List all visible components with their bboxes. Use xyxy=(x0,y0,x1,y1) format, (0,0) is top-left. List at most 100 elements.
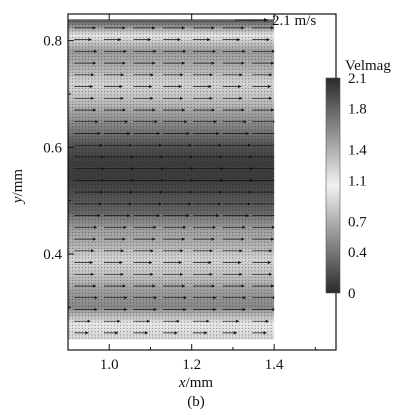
grid-dot xyxy=(161,100,163,102)
grid-dot xyxy=(75,254,77,256)
grid-dot xyxy=(126,251,128,253)
grid-dot xyxy=(248,222,250,224)
grid-dot xyxy=(120,23,122,26)
grid-dot xyxy=(206,30,208,32)
grid-dot xyxy=(244,222,247,224)
grid-dot xyxy=(180,91,183,93)
grid-dot xyxy=(68,187,71,189)
grid-dot xyxy=(248,228,250,230)
grid-dot xyxy=(270,33,272,35)
grid-dot xyxy=(228,161,231,163)
grid-dot xyxy=(94,132,96,134)
grid-dot xyxy=(180,23,183,26)
grid-dot xyxy=(110,161,112,163)
grid-dot xyxy=(78,180,80,182)
grid-dot xyxy=(91,238,93,240)
grid-dot xyxy=(72,30,74,32)
grid-dot xyxy=(193,135,195,138)
grid-dot xyxy=(209,244,211,246)
grid-dot xyxy=(148,203,151,205)
grid-dot xyxy=(136,65,138,67)
grid-dot xyxy=(142,116,144,118)
grid-dot xyxy=(152,119,154,122)
grid-dot xyxy=(164,94,167,96)
velocity-vector xyxy=(222,49,246,53)
grid-dot xyxy=(177,171,179,173)
grid-dot xyxy=(100,148,103,150)
grid-dot xyxy=(107,225,109,227)
grid-dot xyxy=(193,171,195,173)
grid-dot xyxy=(129,171,131,173)
grid-dot xyxy=(94,30,96,32)
grid-dot xyxy=(196,148,199,150)
grid-dot xyxy=(171,55,173,58)
grid-dot xyxy=(203,75,205,77)
grid-dot xyxy=(126,161,128,163)
grid-dot xyxy=(104,257,106,259)
grid-dot xyxy=(209,71,211,74)
grid-dot xyxy=(238,100,240,102)
grid-dot xyxy=(75,68,77,70)
grid-dot xyxy=(257,49,259,51)
grid-dot xyxy=(216,151,218,154)
grid-dot xyxy=(212,23,215,26)
grid-dot xyxy=(152,65,154,67)
grid-dot xyxy=(196,129,199,131)
grid-dot xyxy=(120,81,122,83)
grid-dot xyxy=(248,161,250,163)
grid-dot xyxy=(120,247,122,250)
grid-dot xyxy=(152,142,154,144)
grid-dot xyxy=(174,183,176,186)
grid-dot xyxy=(196,222,199,224)
grid-dot xyxy=(78,126,80,128)
grid-dot xyxy=(91,196,93,198)
grid-dot xyxy=(241,142,243,144)
grid-dot xyxy=(142,187,144,189)
grid-dot xyxy=(235,145,237,147)
grid-dot xyxy=(254,244,256,246)
grid-dot xyxy=(222,235,224,237)
grid-dot xyxy=(161,254,163,256)
grid-dot xyxy=(264,247,266,250)
grid-dot xyxy=(267,97,269,99)
grid-dot xyxy=(155,71,157,74)
grid-dot xyxy=(107,206,109,208)
grid-dot xyxy=(190,145,192,147)
grid-dot xyxy=(219,97,221,99)
grid-dot xyxy=(126,129,128,131)
grid-dot xyxy=(212,254,215,256)
velocity-vector xyxy=(103,167,135,171)
grid-dot xyxy=(219,183,221,186)
grid-dot xyxy=(97,43,99,45)
grid-dot xyxy=(270,164,272,166)
grid-dot xyxy=(190,183,192,186)
grid-dot xyxy=(270,39,272,42)
grid-dot xyxy=(254,238,256,240)
velocity-vector xyxy=(222,120,247,124)
grid-dot xyxy=(200,158,202,160)
grid-dot xyxy=(187,52,189,54)
grid-dot xyxy=(139,132,141,134)
grid-dot xyxy=(267,142,269,144)
grid-dot xyxy=(129,177,131,179)
grid-dot xyxy=(187,30,189,32)
grid-dot xyxy=(216,39,218,42)
grid-dot xyxy=(78,177,80,179)
grid-dot xyxy=(228,206,231,208)
grid-dot xyxy=(184,71,186,74)
grid-dot xyxy=(148,110,151,112)
grid-dot xyxy=(177,75,179,77)
grid-dot xyxy=(180,52,183,54)
grid-dot xyxy=(97,68,99,70)
grid-dot xyxy=(200,187,202,189)
grid-dot xyxy=(161,148,163,150)
grid-dot xyxy=(136,20,138,22)
grid-dot xyxy=(190,23,192,26)
grid-dot xyxy=(200,164,202,166)
grid-dot xyxy=(177,123,179,125)
grid-dot xyxy=(235,167,237,170)
grid-dot xyxy=(164,65,167,67)
grid-dot xyxy=(158,81,160,83)
grid-dot xyxy=(104,187,106,189)
grid-dot xyxy=(267,148,269,150)
